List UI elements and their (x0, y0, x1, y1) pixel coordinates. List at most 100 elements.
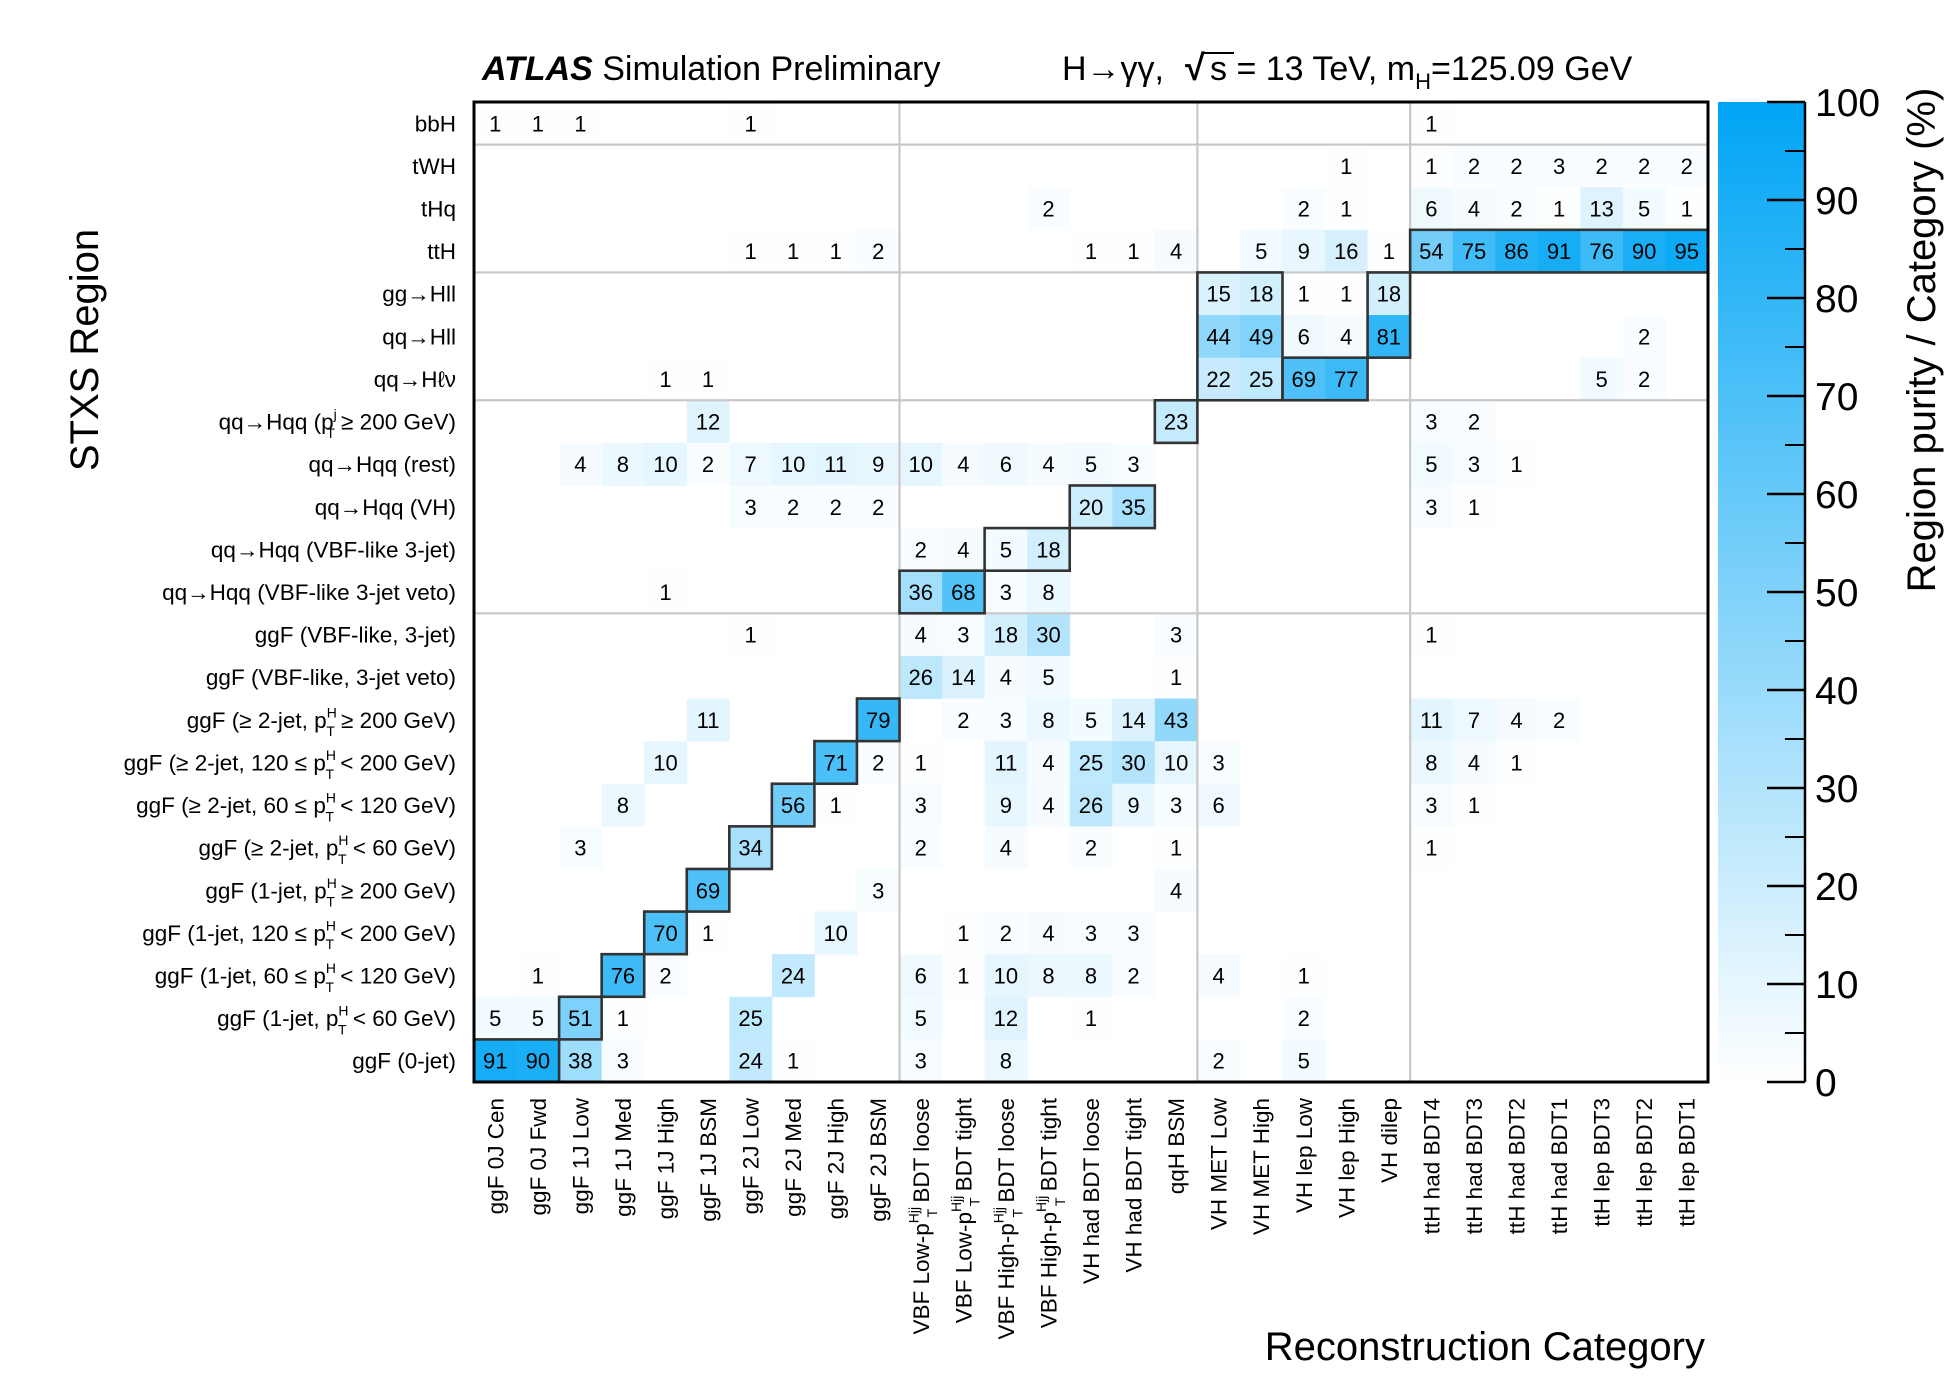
cell-value-label: 6 (1425, 197, 1437, 222)
cell-value-label: 4 (1042, 793, 1054, 818)
heatmap-cell (771, 1039, 815, 1083)
x-tick-label: ttH lep BDT1 (1675, 1098, 1700, 1227)
heatmap-cell (1027, 783, 1071, 827)
cell-value-label: 12 (696, 410, 720, 435)
heatmap-cell (1197, 741, 1241, 785)
heatmap-cell (729, 996, 773, 1040)
cell-value-label: 2 (1000, 921, 1012, 946)
highlight-box (983, 526, 1072, 572)
highlight-box (770, 782, 816, 828)
cell-value-label: 1 (1468, 793, 1480, 818)
heatmap-cell (601, 442, 645, 486)
cell-value-label: 13 (1589, 197, 1613, 222)
heatmap-cell (1410, 144, 1454, 188)
cell-value-label: 14 (1121, 708, 1145, 733)
heatmap-cell (601, 996, 645, 1040)
heatmap-cell (984, 996, 1028, 1040)
cell-value-label: 2 (702, 452, 714, 477)
heatmap-cell (644, 442, 688, 486)
y-tick-label: ggF (0-jet) (352, 1049, 456, 1074)
cell-value-label: 91 (1547, 239, 1571, 264)
cell-value-label: 4 (1510, 708, 1522, 733)
cell-value-label: 3 (915, 793, 927, 818)
heatmap-cell (1452, 187, 1496, 231)
cell-value-label: 2 (1468, 154, 1480, 179)
cell-value-label: 3 (1127, 921, 1139, 946)
heatmap-cell (686, 911, 730, 955)
cell-value-label: 5 (532, 1006, 544, 1031)
cell-value-label: 4 (957, 452, 969, 477)
cell-value-label: 3 (1170, 623, 1182, 648)
cell-value-label: 15 (1206, 282, 1230, 307)
cell-value-label: 38 (568, 1049, 592, 1074)
x-tick-label: ggF 2J Med (781, 1098, 806, 1217)
cell-value-label: 1 (1298, 963, 1310, 988)
heatmap-cell (899, 954, 943, 998)
heatmap-cell (1197, 357, 1241, 401)
colorbar-tick-label: 80 (1815, 278, 1858, 321)
heatmap-cell (984, 783, 1028, 827)
heatmap-cell (984, 570, 1028, 614)
heatmap-cell (984, 442, 1028, 486)
heatmap-cell (1580, 357, 1624, 401)
heatmap-cell (1495, 698, 1539, 742)
heatmap-cell (1154, 613, 1198, 657)
heatmap-cell (942, 442, 986, 486)
cell-value-label: 25 (738, 1006, 762, 1031)
x-tick-label: ttH lep BDT2 (1632, 1098, 1657, 1227)
cell-value-label: 75 (1462, 239, 1486, 264)
heatmap-cell (686, 868, 730, 912)
x-tick-label: ttH had BDT1 (1547, 1098, 1572, 1234)
heatmap-cell (729, 485, 773, 529)
highlight-box (1281, 356, 1369, 402)
cell-value-label: 1 (1085, 1006, 1097, 1031)
heatmap-cell (984, 911, 1028, 955)
cell-value-label: 3 (1000, 708, 1012, 733)
cell-value-label: 36 (909, 580, 933, 605)
heatmap-cell (1069, 442, 1113, 486)
heatmap-cell (1069, 911, 1113, 955)
heatmap-cell (1367, 315, 1411, 359)
cell-value-label: 3 (1085, 921, 1097, 946)
heatmap-cell (1197, 954, 1241, 998)
cell-value-label: 1 (1425, 836, 1437, 861)
heatmap-cell (1452, 229, 1496, 273)
cell-value-label: 18 (1377, 282, 1401, 307)
cell-value-label: 25 (1249, 367, 1273, 392)
cell-value-label: 4 (1468, 197, 1480, 222)
heatmap-cell (1282, 954, 1326, 998)
cell-value-label: 5 (1085, 452, 1097, 477)
cell-value-label: 4 (1000, 665, 1012, 690)
heatmap-cell (856, 868, 900, 912)
cell-value-label: 1 (532, 963, 544, 988)
heatmap-cell (1580, 187, 1624, 231)
y-axis-title: STXS Region (63, 229, 107, 471)
y-tick-label: ggF (1-jet, 120 ≤ pH T < 200 GeV) (142, 917, 456, 952)
heatmap-cell (984, 826, 1028, 870)
heatmap-cell (1665, 144, 1709, 188)
cell-value-label: 1 (830, 239, 842, 264)
colorbar-tick-label: 100 (1815, 82, 1880, 125)
highlight-box (1068, 484, 1157, 530)
cell-value-label: 90 (1632, 239, 1656, 264)
cell-value-label: 10 (909, 452, 933, 477)
heatmap-cell (771, 442, 815, 486)
highlight-box (557, 995, 603, 1041)
x-axis-title: Reconstruction Category (1265, 1325, 1705, 1369)
highlight-boxes (472, 228, 1710, 1084)
heatmap-cell (1027, 698, 1071, 742)
cell-value-label: 22 (1206, 367, 1230, 392)
cell-value-label: 4 (1042, 750, 1054, 775)
cell-values: 1 1 1 1 11 1 2 2 3 2 2 22 2 1 6 4 2 1 13 5 11 1 1 2 1 1 4 5 9 16 1 54 75… (483, 111, 1699, 1073)
heatmap-cell (1154, 868, 1198, 912)
cell-value-label: 1 (744, 239, 756, 264)
cell-value-label: 8 (1085, 963, 1097, 988)
cell-value-label: 1 (915, 750, 927, 775)
cell-value-label: 1 (574, 111, 586, 136)
cell-value-label: 3 (1170, 793, 1182, 818)
heatmap-cell (1027, 613, 1071, 657)
cell-value-label: 1 (787, 239, 799, 264)
x-tick-label: VH dilep (1377, 1098, 1402, 1183)
x-tick-label: VH lep High (1334, 1098, 1359, 1218)
cell-value-label: 76 (611, 963, 635, 988)
